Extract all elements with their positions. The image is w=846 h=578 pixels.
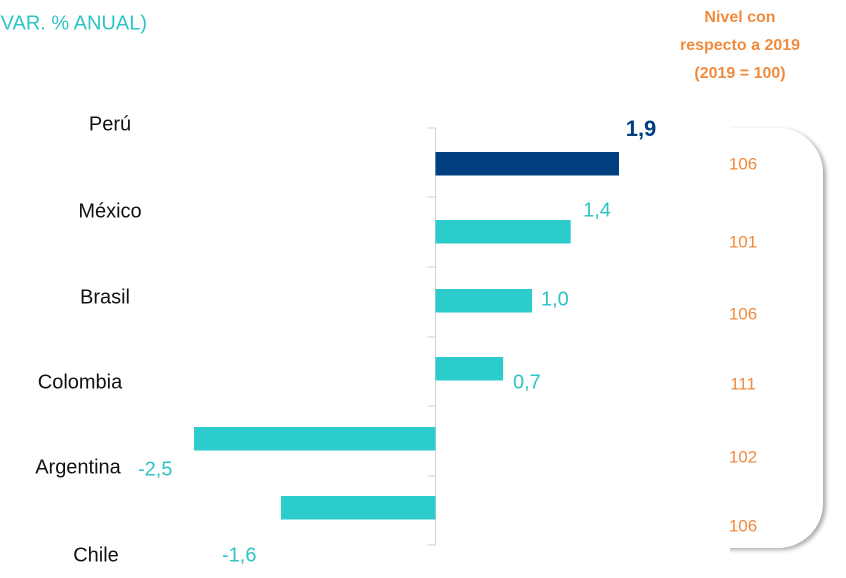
bar bbox=[194, 427, 436, 451]
category-label: Perú bbox=[89, 113, 131, 135]
side-panel-value: 106 bbox=[729, 304, 757, 323]
side-panel-value: 106 bbox=[729, 154, 757, 173]
category-label: México bbox=[78, 200, 141, 222]
value-label: 0,7 bbox=[513, 371, 541, 393]
side-panel-value: 106 bbox=[729, 516, 757, 535]
category-label: Chile bbox=[73, 544, 119, 566]
bar bbox=[435, 152, 619, 176]
bar bbox=[435, 289, 533, 313]
value-label: -1,6 bbox=[222, 544, 256, 566]
side-panel-title: (2019 = 100) bbox=[694, 65, 785, 82]
value-label: 1,0 bbox=[541, 288, 569, 310]
side-panel-title: respecto a 2019 bbox=[680, 37, 800, 54]
bar bbox=[280, 496, 436, 520]
category-label: Brasil bbox=[80, 286, 130, 308]
value-label: 1,9 bbox=[626, 116, 657, 141]
category-label: Argentina bbox=[35, 456, 121, 478]
bar bbox=[435, 220, 571, 244]
side-panel-value: 101 bbox=[729, 232, 757, 251]
bar bbox=[435, 357, 504, 381]
side-panel-value: 102 bbox=[729, 447, 757, 466]
value-label: 1,4 bbox=[583, 199, 611, 221]
chart-title: (VAR. % ANUAL) bbox=[0, 12, 147, 34]
side-panel-mask bbox=[670, 120, 730, 556]
side-panel-value: 111 bbox=[730, 374, 756, 393]
category-label: Colombia bbox=[38, 371, 123, 393]
side-panel-title: Nivel con bbox=[704, 9, 775, 26]
value-label: -2,5 bbox=[138, 458, 172, 480]
